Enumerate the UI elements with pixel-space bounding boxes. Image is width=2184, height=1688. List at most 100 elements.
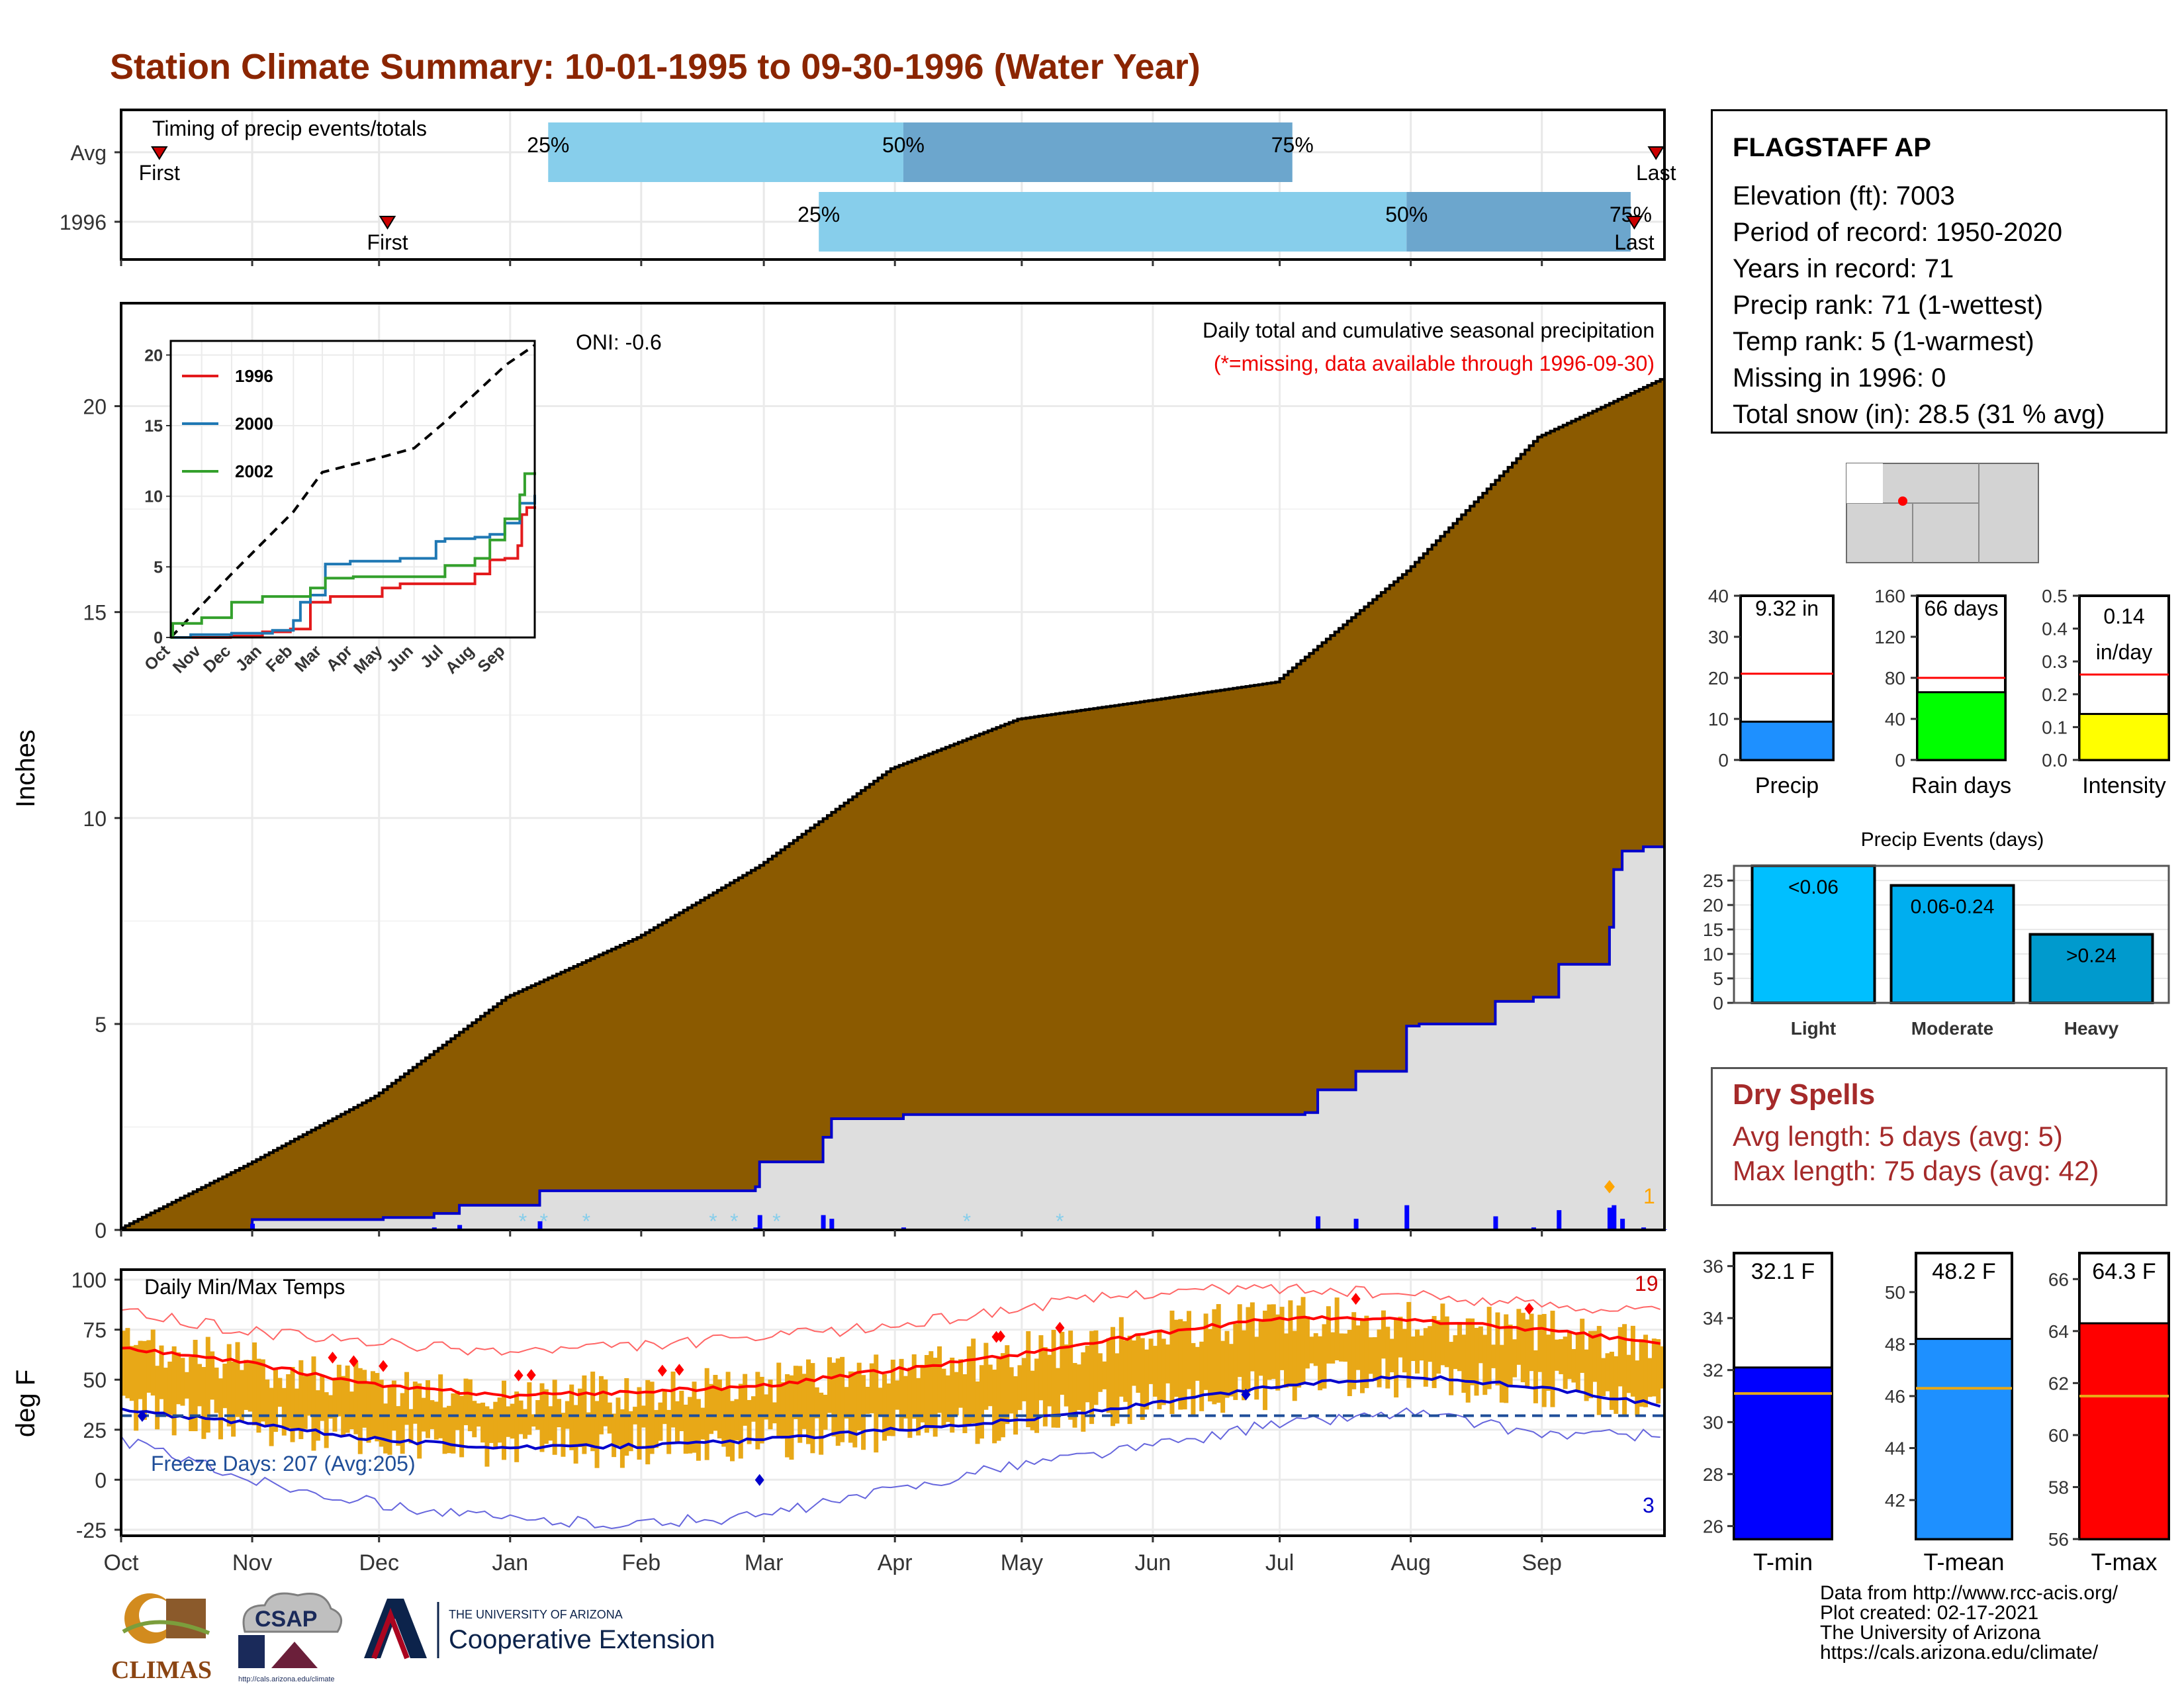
daily-temp-range-bar	[869, 1363, 874, 1414]
daily-temp-range-bar	[933, 1358, 938, 1437]
daily-temp-range-bar	[1643, 1335, 1649, 1407]
summary-bar-tick-label: 120	[1874, 627, 1905, 647]
daily-temp-range-bar	[1242, 1330, 1247, 1401]
daily-temp-range-bar	[1047, 1354, 1052, 1407]
daily-temp-range-bar	[1106, 1338, 1111, 1413]
locator-map-water	[1846, 463, 1883, 503]
climas-logo[interactable]: CLIMAS	[110, 1585, 216, 1685]
daily-temp-range-bar	[438, 1374, 443, 1438]
daily-temp-range-bar	[1157, 1329, 1162, 1409]
daily-temp-range-bar	[167, 1361, 173, 1415]
daily-temp-range-bar	[1182, 1321, 1187, 1410]
temp-summary-bar	[2078, 1322, 2170, 1540]
daily-temp-range-bar	[480, 1402, 486, 1443]
daily-temp-range-bar	[1246, 1307, 1251, 1393]
station-line: Precip rank: 71 (1-wettest)	[1733, 291, 2044, 320]
daily-temp-range-bar	[1622, 1324, 1627, 1415]
daily-temp-range-bar	[628, 1411, 633, 1452]
daily-temp-range-bar	[539, 1383, 545, 1452]
daily-temp-range-bar	[1461, 1335, 1467, 1393]
temp-summary-value-label: 32.1 F	[1751, 1259, 1815, 1284]
station-line: Missing in 1996: 0	[1733, 363, 1946, 393]
daily-temp-range-bar	[1297, 1305, 1302, 1388]
temp-summary-tick-label: 42	[1885, 1490, 1905, 1511]
precip-panel-frame	[120, 302, 1666, 1231]
daily-temp-range-bar	[806, 1359, 811, 1444]
daily-temp-range-bar	[1123, 1340, 1128, 1402]
daily-temp-range-bar	[1195, 1346, 1200, 1381]
daily-temp-range-bar	[730, 1401, 735, 1462]
summary-bar-tick-label: 0.2	[2042, 684, 2068, 705]
daily-temp-range-bar	[797, 1366, 803, 1443]
temp-summary-tick-label: 30	[1703, 1412, 1723, 1432]
record-high-marker	[1055, 1321, 1065, 1334]
daily-temp-range-bar	[598, 1376, 604, 1434]
precip-events-category-label: Moderate	[1911, 1018, 1993, 1039]
daily-temp-range-bar	[125, 1328, 130, 1399]
timing-panel-frame	[120, 109, 1666, 261]
temp-y-tick-label: 0	[95, 1468, 107, 1492]
daily-temp-range-bar	[1334, 1297, 1340, 1361]
daily-temp-range-bar	[1470, 1318, 1475, 1385]
daily-temp-range-bar	[1330, 1332, 1336, 1364]
daily-temp-range-bar	[874, 1354, 879, 1453]
daily-precip-bar	[537, 1221, 543, 1230]
daily-temp-range-bar	[1410, 1336, 1416, 1362]
summary-bar-value-label: 66 days	[1924, 596, 1998, 620]
daily-temp-range-bar	[1339, 1333, 1344, 1362]
precip-events-bar-label: 0.06-0.24	[1911, 896, 1995, 918]
precip-events-category-label: Heavy	[2064, 1018, 2119, 1039]
daily-temp-range-bar	[975, 1381, 980, 1444]
daily-temp-range-bar	[1423, 1328, 1428, 1387]
precip-events-category-label: Light	[1791, 1018, 1836, 1039]
precip-events-frame	[1733, 865, 2170, 1004]
daily-temp-range-bar	[459, 1395, 465, 1458]
daily-temp-range-bar	[256, 1358, 261, 1433]
daily-temp-range-bar	[1575, 1333, 1580, 1391]
daily-temp-range-bar	[764, 1394, 769, 1420]
csap-logo[interactable]: CSAP http://cals.arizona.edu/climate	[232, 1585, 351, 1685]
summary-bar-tick-label: 40	[1885, 709, 1905, 729]
record-max-temp-line	[120, 1284, 1661, 1356]
temp-summary-tick-label: 28	[1703, 1464, 1723, 1485]
daily-temp-range-bar	[1152, 1346, 1158, 1397]
daily-temp-range-bar	[1512, 1339, 1517, 1378]
daily-temp-range-bar	[1546, 1335, 1551, 1391]
timing-row-label: 1996	[60, 211, 107, 234]
daily-temp-range-bar	[683, 1404, 688, 1454]
daily-temp-range-bar	[1064, 1344, 1069, 1407]
temp-summary-tick-label: 36	[1703, 1256, 1723, 1277]
inset-series-line	[171, 472, 536, 639]
daily-temp-range-bar	[907, 1367, 913, 1438]
inset-legend-label: 1996	[235, 366, 273, 386]
daily-temp-range-bar	[1026, 1331, 1031, 1428]
daily-temp-range-bar	[1165, 1344, 1171, 1383]
ua-cooperative-extension-logo[interactable]: THE UNIVERSITY OF ARIZONA Cooperative Ex…	[357, 1595, 754, 1668]
summary-bar-tick-label: 0.5	[2042, 586, 2068, 606]
daily-temp-range-bar	[1072, 1363, 1077, 1428]
summary-bar-tick-label: 0	[1895, 750, 1905, 771]
daily-temp-range-bar	[1660, 1346, 1665, 1389]
daily-temp-range-bar	[992, 1370, 997, 1444]
daily-temp-range-bar	[1432, 1316, 1437, 1388]
daily-temp-range-bar	[433, 1401, 439, 1440]
daily-temp-range-bar	[827, 1357, 832, 1413]
summary-bar-tick-label: 0.4	[2042, 619, 2068, 639]
daily-temp-range-bar	[1364, 1315, 1369, 1388]
daily-precip-bar	[1557, 1210, 1562, 1230]
daily-temp-range-bar	[878, 1387, 883, 1415]
daily-temp-range-bar	[138, 1340, 143, 1399]
daily-temp-range-bar	[662, 1391, 667, 1425]
precip-events-bar-label: >0.24	[2066, 945, 2116, 967]
climas-logo-text: CLIMAS	[111, 1656, 212, 1684]
daily-temp-range-bar	[561, 1413, 566, 1457]
daily-temp-range-bar	[983, 1342, 989, 1410]
daily-temp-range-bar	[506, 1406, 511, 1437]
daily-temp-range-bar	[527, 1382, 532, 1435]
daily-temp-range-bar	[467, 1379, 473, 1432]
temp-summary-bar	[1733, 1366, 1833, 1540]
station-location-marker	[1898, 496, 1907, 506]
daily-temp-range-bar	[1647, 1358, 1653, 1397]
record-high-marker	[674, 1364, 684, 1376]
daily-temp-range-bar	[353, 1362, 359, 1434]
